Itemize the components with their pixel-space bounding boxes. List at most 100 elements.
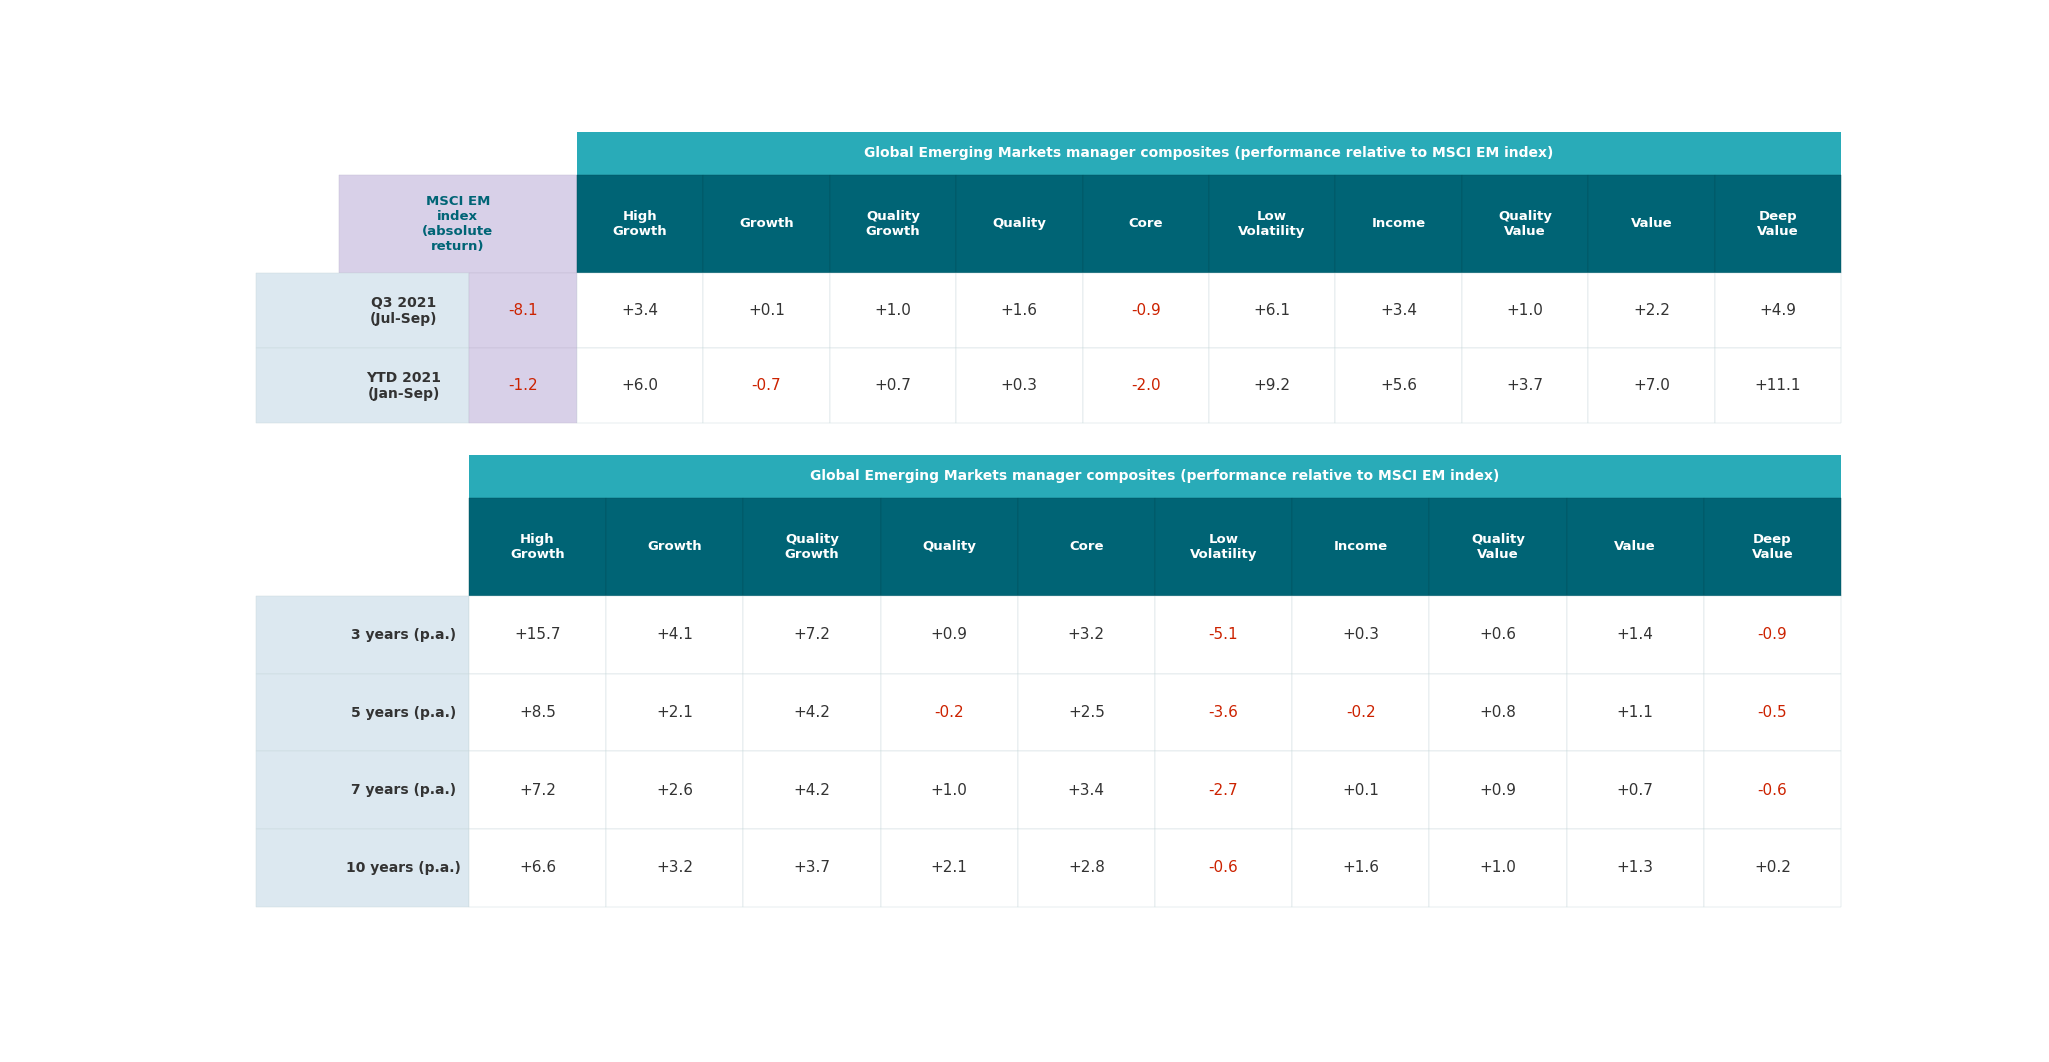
- Bar: [1293, 752, 1430, 829]
- Text: +0.7: +0.7: [1617, 783, 1654, 798]
- Bar: [1715, 348, 1840, 424]
- Bar: [703, 348, 830, 424]
- Bar: [1082, 175, 1209, 273]
- Text: -8.1: -8.1: [508, 303, 537, 319]
- Bar: [744, 596, 881, 673]
- Text: +3.4: +3.4: [1381, 303, 1418, 319]
- Bar: [256, 273, 469, 348]
- Text: +7.2: +7.2: [518, 783, 555, 798]
- Bar: [1703, 498, 1840, 596]
- Text: +7.2: +7.2: [793, 628, 830, 643]
- Bar: [1156, 829, 1293, 907]
- Bar: [1156, 498, 1293, 596]
- Bar: [256, 673, 469, 752]
- Bar: [1703, 829, 1840, 907]
- Bar: [744, 498, 881, 596]
- Text: +15.7: +15.7: [514, 628, 561, 643]
- Bar: [607, 829, 744, 907]
- Bar: [881, 498, 1018, 596]
- Text: -0.7: -0.7: [752, 378, 781, 393]
- Bar: [703, 273, 830, 348]
- Bar: [469, 455, 1840, 498]
- Text: +3.2: +3.2: [1068, 628, 1104, 643]
- Bar: [1293, 498, 1430, 596]
- Text: +1.0: +1.0: [1479, 860, 1516, 875]
- Text: +5.6: +5.6: [1381, 378, 1418, 393]
- Bar: [607, 498, 744, 596]
- Text: +11.1: +11.1: [1754, 378, 1801, 393]
- Text: -0.2: -0.2: [1346, 705, 1375, 720]
- Bar: [469, 673, 607, 752]
- Text: Income: Income: [1371, 218, 1426, 230]
- Text: +3.2: +3.2: [656, 860, 693, 875]
- Bar: [1018, 596, 1156, 673]
- Bar: [1703, 596, 1840, 673]
- Bar: [469, 273, 578, 348]
- Bar: [1209, 175, 1336, 273]
- Bar: [256, 175, 338, 273]
- Bar: [881, 596, 1018, 673]
- Text: +0.9: +0.9: [930, 628, 967, 643]
- Text: -3.6: -3.6: [1209, 705, 1238, 720]
- Bar: [256, 596, 469, 673]
- Text: -0.9: -0.9: [1758, 628, 1787, 643]
- Bar: [1293, 673, 1430, 752]
- Text: +1.4: +1.4: [1617, 628, 1654, 643]
- Text: Quality: Quality: [922, 541, 975, 553]
- Bar: [1461, 273, 1588, 348]
- Bar: [1209, 348, 1336, 424]
- Bar: [1430, 596, 1567, 673]
- Bar: [256, 348, 469, 424]
- Text: +1.0: +1.0: [930, 783, 967, 798]
- Text: +4.2: +4.2: [793, 783, 830, 798]
- Bar: [830, 175, 957, 273]
- Text: Value: Value: [1615, 541, 1656, 553]
- Text: YTD 2021
(Jan-Sep): YTD 2021 (Jan-Sep): [367, 371, 441, 401]
- Bar: [1430, 752, 1567, 829]
- Text: +7.0: +7.0: [1633, 378, 1670, 393]
- Bar: [1336, 348, 1461, 424]
- Bar: [744, 673, 881, 752]
- Text: 5 years (p.a.): 5 years (p.a.): [350, 705, 457, 720]
- Text: +8.5: +8.5: [518, 705, 555, 720]
- Text: +2.1: +2.1: [656, 705, 693, 720]
- Text: Core: Core: [1070, 541, 1104, 553]
- Text: -1.2: -1.2: [508, 378, 537, 393]
- Bar: [607, 673, 744, 752]
- Bar: [1018, 829, 1156, 907]
- Text: +1.6: +1.6: [1342, 860, 1379, 875]
- Bar: [1430, 498, 1567, 596]
- Bar: [469, 348, 578, 424]
- Text: Quality
Value: Quality Value: [1498, 210, 1551, 238]
- Text: Low
Volatility: Low Volatility: [1238, 210, 1305, 238]
- Text: -0.6: -0.6: [1758, 783, 1787, 798]
- Bar: [578, 273, 703, 348]
- Text: +0.3: +0.3: [1000, 378, 1037, 393]
- Bar: [1336, 175, 1461, 273]
- Bar: [1293, 829, 1430, 907]
- Bar: [469, 596, 607, 673]
- Text: Q3 2021
(Jul-Sep): Q3 2021 (Jul-Sep): [371, 295, 438, 326]
- Bar: [1567, 752, 1703, 829]
- Bar: [1082, 348, 1209, 424]
- Bar: [830, 348, 957, 424]
- Text: +0.9: +0.9: [1479, 783, 1516, 798]
- Text: +1.6: +1.6: [1000, 303, 1037, 319]
- Text: +4.2: +4.2: [793, 705, 830, 720]
- Text: MSCI EM
index
(absolute
return): MSCI EM index (absolute return): [422, 195, 494, 253]
- Bar: [830, 273, 957, 348]
- Text: Low
Volatility: Low Volatility: [1190, 533, 1258, 561]
- Bar: [578, 175, 703, 273]
- Text: +4.9: +4.9: [1760, 303, 1797, 319]
- Text: +1.0: +1.0: [875, 303, 912, 319]
- Text: +0.3: +0.3: [1342, 628, 1379, 643]
- Text: Deep
Value: Deep Value: [1752, 533, 1793, 561]
- Text: +0.1: +0.1: [1342, 783, 1379, 798]
- Text: +0.2: +0.2: [1754, 860, 1791, 875]
- Bar: [744, 752, 881, 829]
- Text: 3 years (p.a.): 3 years (p.a.): [350, 628, 457, 641]
- Bar: [1567, 498, 1703, 596]
- Bar: [1018, 752, 1156, 829]
- Bar: [1018, 498, 1156, 596]
- Text: Quality: Quality: [992, 218, 1047, 230]
